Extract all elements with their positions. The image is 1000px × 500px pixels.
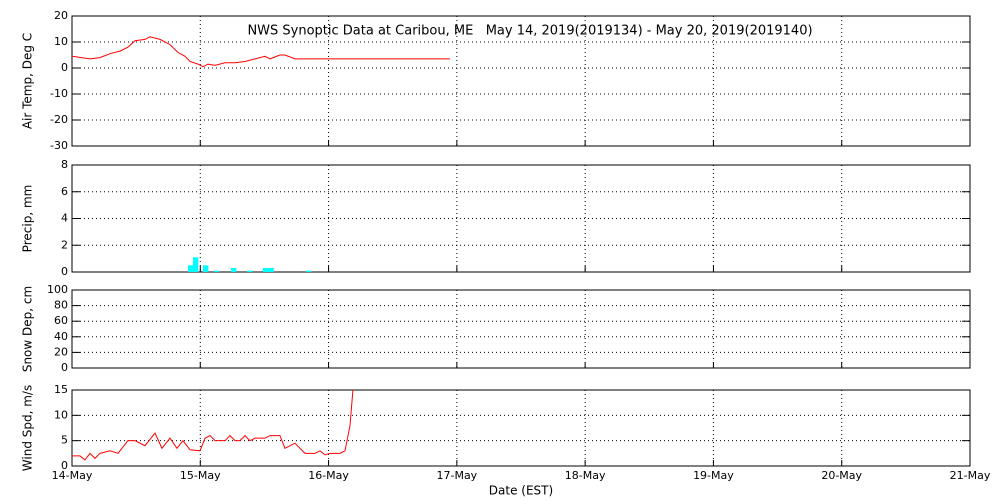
y-tick-label: 40: [54, 330, 68, 343]
y-tick-label: 60: [54, 314, 68, 327]
y-axis-label: Air Temp, Deg C: [21, 33, 35, 129]
bar: [214, 270, 220, 272]
y-tick-label: -30: [50, 139, 68, 152]
bar: [202, 265, 209, 272]
y-axis-label: Wind Spd, m/s: [21, 385, 35, 471]
y-tick-label: 0: [61, 361, 68, 374]
plot-frame: [71, 389, 971, 467]
bar: [263, 267, 269, 272]
y-tick-label: 0: [61, 61, 68, 74]
bar: [246, 270, 253, 272]
plot-frame: [71, 15, 971, 147]
y-tick-label: 6: [61, 185, 68, 198]
x-tick-label: 18-May: [565, 469, 606, 482]
plot-frame: [71, 164, 971, 273]
y-tick-label: 20: [54, 9, 68, 22]
y-tick-label: 4: [61, 212, 68, 225]
bar: [305, 270, 312, 272]
y-tick-label: 10: [54, 35, 68, 48]
x-tick-label: 21-May: [950, 469, 991, 482]
y-axis-label: Snow Dep, cm: [21, 286, 35, 372]
y-tick-label: 20: [54, 345, 68, 358]
bar: [268, 267, 274, 272]
y-tick-label: 10: [54, 408, 68, 421]
x-axis-label: Date (EST): [489, 484, 553, 498]
y-tick-label: 0: [61, 265, 68, 278]
x-tick-label: 17-May: [436, 469, 477, 482]
y-tick-label: 5: [61, 434, 68, 447]
x-tick-label: 16-May: [308, 469, 349, 482]
x-tick-label: 20-May: [821, 469, 862, 482]
x-tick-label: 19-May: [693, 469, 734, 482]
y-tick-label: -10: [50, 87, 68, 100]
y-tick-label: 2: [61, 238, 68, 251]
y-tick-label: 8: [61, 158, 68, 171]
bar: [192, 257, 199, 272]
y-tick-label: -20: [50, 113, 68, 126]
data-line: [72, 389, 354, 461]
plot-frame: [71, 289, 971, 369]
chart-title: NWS Synoptic Data at Caribou, ME May 14,…: [247, 24, 812, 39]
x-tick-label: 14-May: [52, 469, 93, 482]
y-tick-label: 100: [47, 283, 68, 296]
y-tick-label: 0: [61, 459, 68, 472]
y-tick-label: 80: [54, 299, 68, 312]
y-axis-label: Precip, mm: [21, 185, 35, 253]
data-line: [71, 36, 450, 68]
bar: [187, 265, 194, 272]
x-tick-label: 15-May: [180, 469, 221, 482]
bar: [230, 267, 237, 272]
y-tick-label: 15: [54, 383, 68, 396]
